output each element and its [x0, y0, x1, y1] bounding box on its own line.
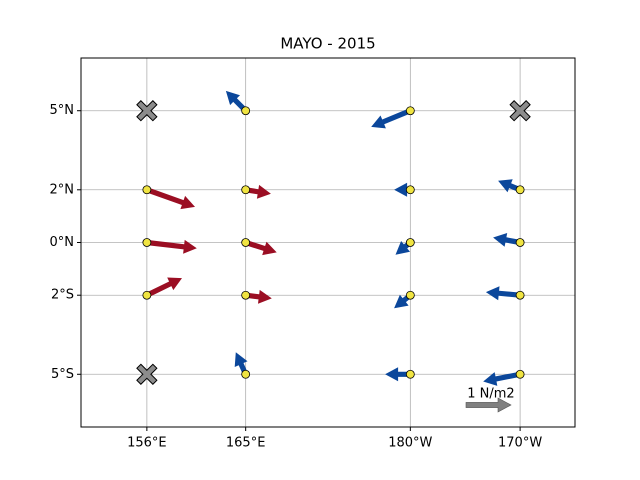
wind-arrow	[498, 179, 522, 193]
station-point	[405, 106, 415, 116]
wind-arrow	[146, 239, 197, 254]
station-point	[515, 238, 525, 247]
station-point	[515, 369, 525, 379]
wind-arrow	[394, 182, 411, 197]
station-point	[515, 290, 525, 300]
station-point	[405, 238, 415, 247]
wind-arrow	[245, 289, 272, 304]
wind-arrow	[145, 277, 182, 298]
x-tick-label: 170°W	[498, 436, 542, 451]
wind-arrow	[225, 90, 248, 113]
y-tick-label: 2°S	[51, 288, 74, 303]
wind-arrow	[234, 352, 248, 376]
missing-marker	[136, 363, 158, 385]
y-tick-label: 2°N	[50, 182, 75, 197]
station-point	[241, 185, 251, 195]
missing-marker	[136, 100, 158, 122]
x-tick-label: 180°W	[388, 436, 432, 451]
station-point	[241, 238, 251, 247]
wind-arrow	[485, 286, 521, 301]
key-label: 1 N/m2	[467, 387, 514, 402]
missing-marker	[509, 100, 531, 122]
wind-arrow	[493, 233, 521, 247]
station-point	[241, 106, 251, 116]
key-arrow	[465, 397, 512, 413]
chart-title: MAYO - 2015	[280, 35, 375, 53]
wind-arrow	[244, 240, 277, 256]
wind-arrow	[245, 184, 271, 199]
x-tick-label: 165°E	[226, 436, 266, 451]
station-point	[405, 290, 415, 300]
y-tick-label: 0°N	[50, 235, 75, 250]
wind-arrow	[385, 367, 411, 382]
station-point	[515, 185, 525, 195]
station-point	[241, 369, 251, 379]
station-point	[241, 290, 251, 300]
station-point	[405, 369, 415, 379]
wind-arrow	[371, 108, 412, 129]
y-tick-label: 5°N	[50, 103, 75, 118]
station-point	[142, 238, 152, 247]
y-tick-label: 5°S	[51, 367, 74, 382]
station-point	[142, 185, 152, 195]
station-point	[405, 185, 415, 195]
x-tick-label: 156°E	[127, 436, 167, 451]
wind-arrow	[146, 187, 195, 210]
wind-arrow	[483, 371, 521, 386]
plot-frame	[80, 57, 576, 428]
station-point	[142, 290, 152, 300]
